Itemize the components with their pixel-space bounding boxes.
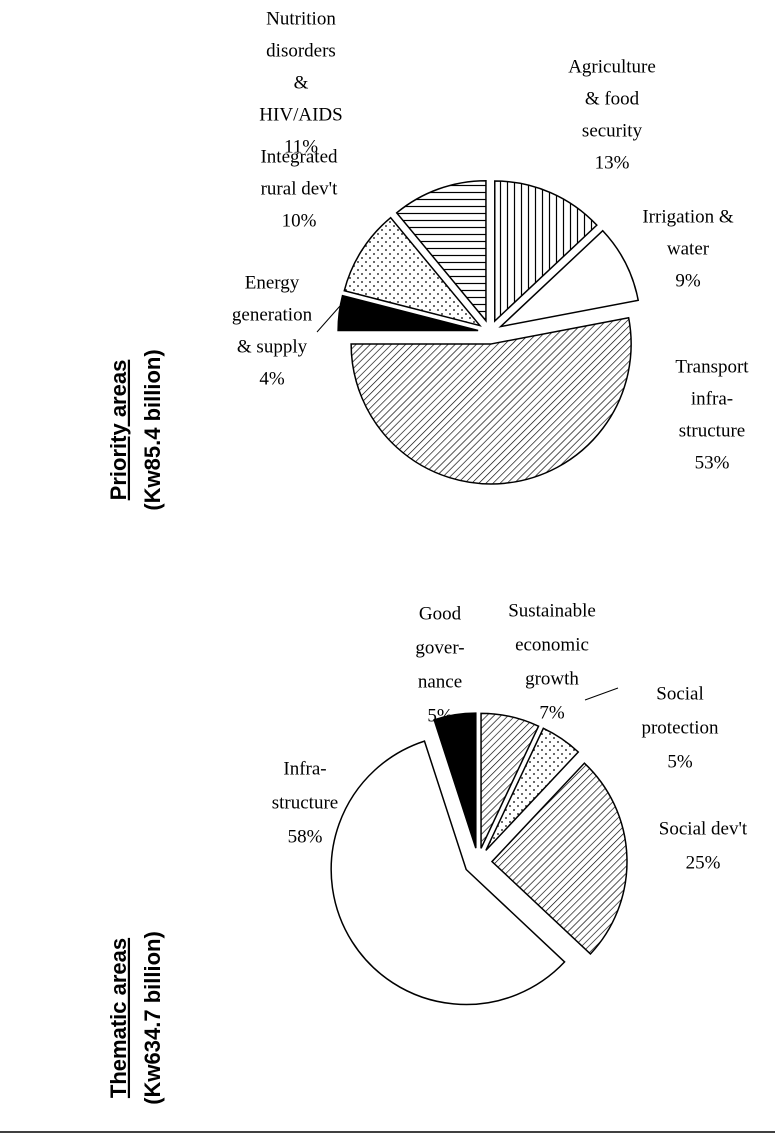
slice-label: economic — [515, 634, 589, 655]
pie-slice — [330, 740, 566, 1006]
slice-value-label: 4% — [259, 368, 285, 389]
slice-label: Social dev't — [659, 818, 748, 839]
chart-subtitle: (Kw634.7 billion) — [140, 931, 165, 1105]
slice-label: generation — [232, 304, 313, 325]
pie-slice — [498, 229, 640, 328]
slice-value-label: 9% — [675, 270, 701, 291]
slice-label: nance — [418, 671, 462, 692]
slice-label: Infra- — [283, 758, 326, 779]
slice-label: Nutrition — [266, 8, 336, 29]
pie-slice — [485, 727, 580, 851]
pie-slice — [337, 294, 479, 332]
slice-value-label: 53% — [695, 452, 730, 473]
pie-slice — [350, 316, 632, 485]
pie-slice — [395, 179, 487, 323]
slice-label: Agriculture — [568, 56, 656, 77]
slice-label: infra- — [691, 388, 733, 409]
chart-subtitle: (Kw85.4 billion) — [140, 349, 165, 510]
slice-value-label: 13% — [595, 152, 630, 173]
slice-value-label: 58% — [288, 826, 323, 847]
slice-label: Energy — [245, 272, 300, 293]
slice-value-label: 5% — [427, 705, 453, 726]
slice-label: rural dev't — [261, 178, 338, 199]
slice-label: Good — [419, 603, 462, 624]
slice-value-label: 11% — [284, 136, 318, 157]
slice-label: protection — [641, 717, 719, 738]
slice-label: security — [582, 120, 643, 141]
slice-label: & — [294, 72, 309, 93]
slice-label: Social — [656, 683, 704, 704]
slice-label: disorders — [266, 40, 336, 61]
pie-slice — [490, 762, 628, 956]
slice-label: Integrated — [260, 146, 338, 167]
pie-slice — [494, 180, 598, 323]
pie-slice — [480, 712, 540, 849]
slice-value-label: 25% — [686, 852, 721, 873]
pie-slice — [433, 712, 477, 849]
slice-label: structure — [272, 792, 338, 813]
slice-value-label: 10% — [282, 210, 317, 231]
slice-label: Sustainable — [508, 600, 596, 621]
slice-label: HIV/AIDS — [259, 104, 342, 125]
slice-label: & supply — [237, 336, 308, 357]
slice-label: & food — [585, 88, 640, 109]
pie-slice — [343, 216, 482, 327]
slice-value-label: 7% — [539, 702, 565, 723]
slice-value-label: 5% — [667, 751, 693, 772]
slice-label: structure — [679, 420, 745, 441]
slice-label: water — [667, 238, 710, 259]
slice-label: Irrigation & — [642, 206, 734, 227]
slice-label: growth — [525, 668, 579, 689]
leader-line — [316, 305, 341, 333]
slice-label: Transport — [675, 356, 749, 377]
chart-title: Priority areas — [106, 360, 131, 501]
leader-line — [584, 687, 619, 701]
slice-label: gover- — [415, 637, 464, 658]
chart-title: Thematic areas — [106, 938, 131, 1098]
